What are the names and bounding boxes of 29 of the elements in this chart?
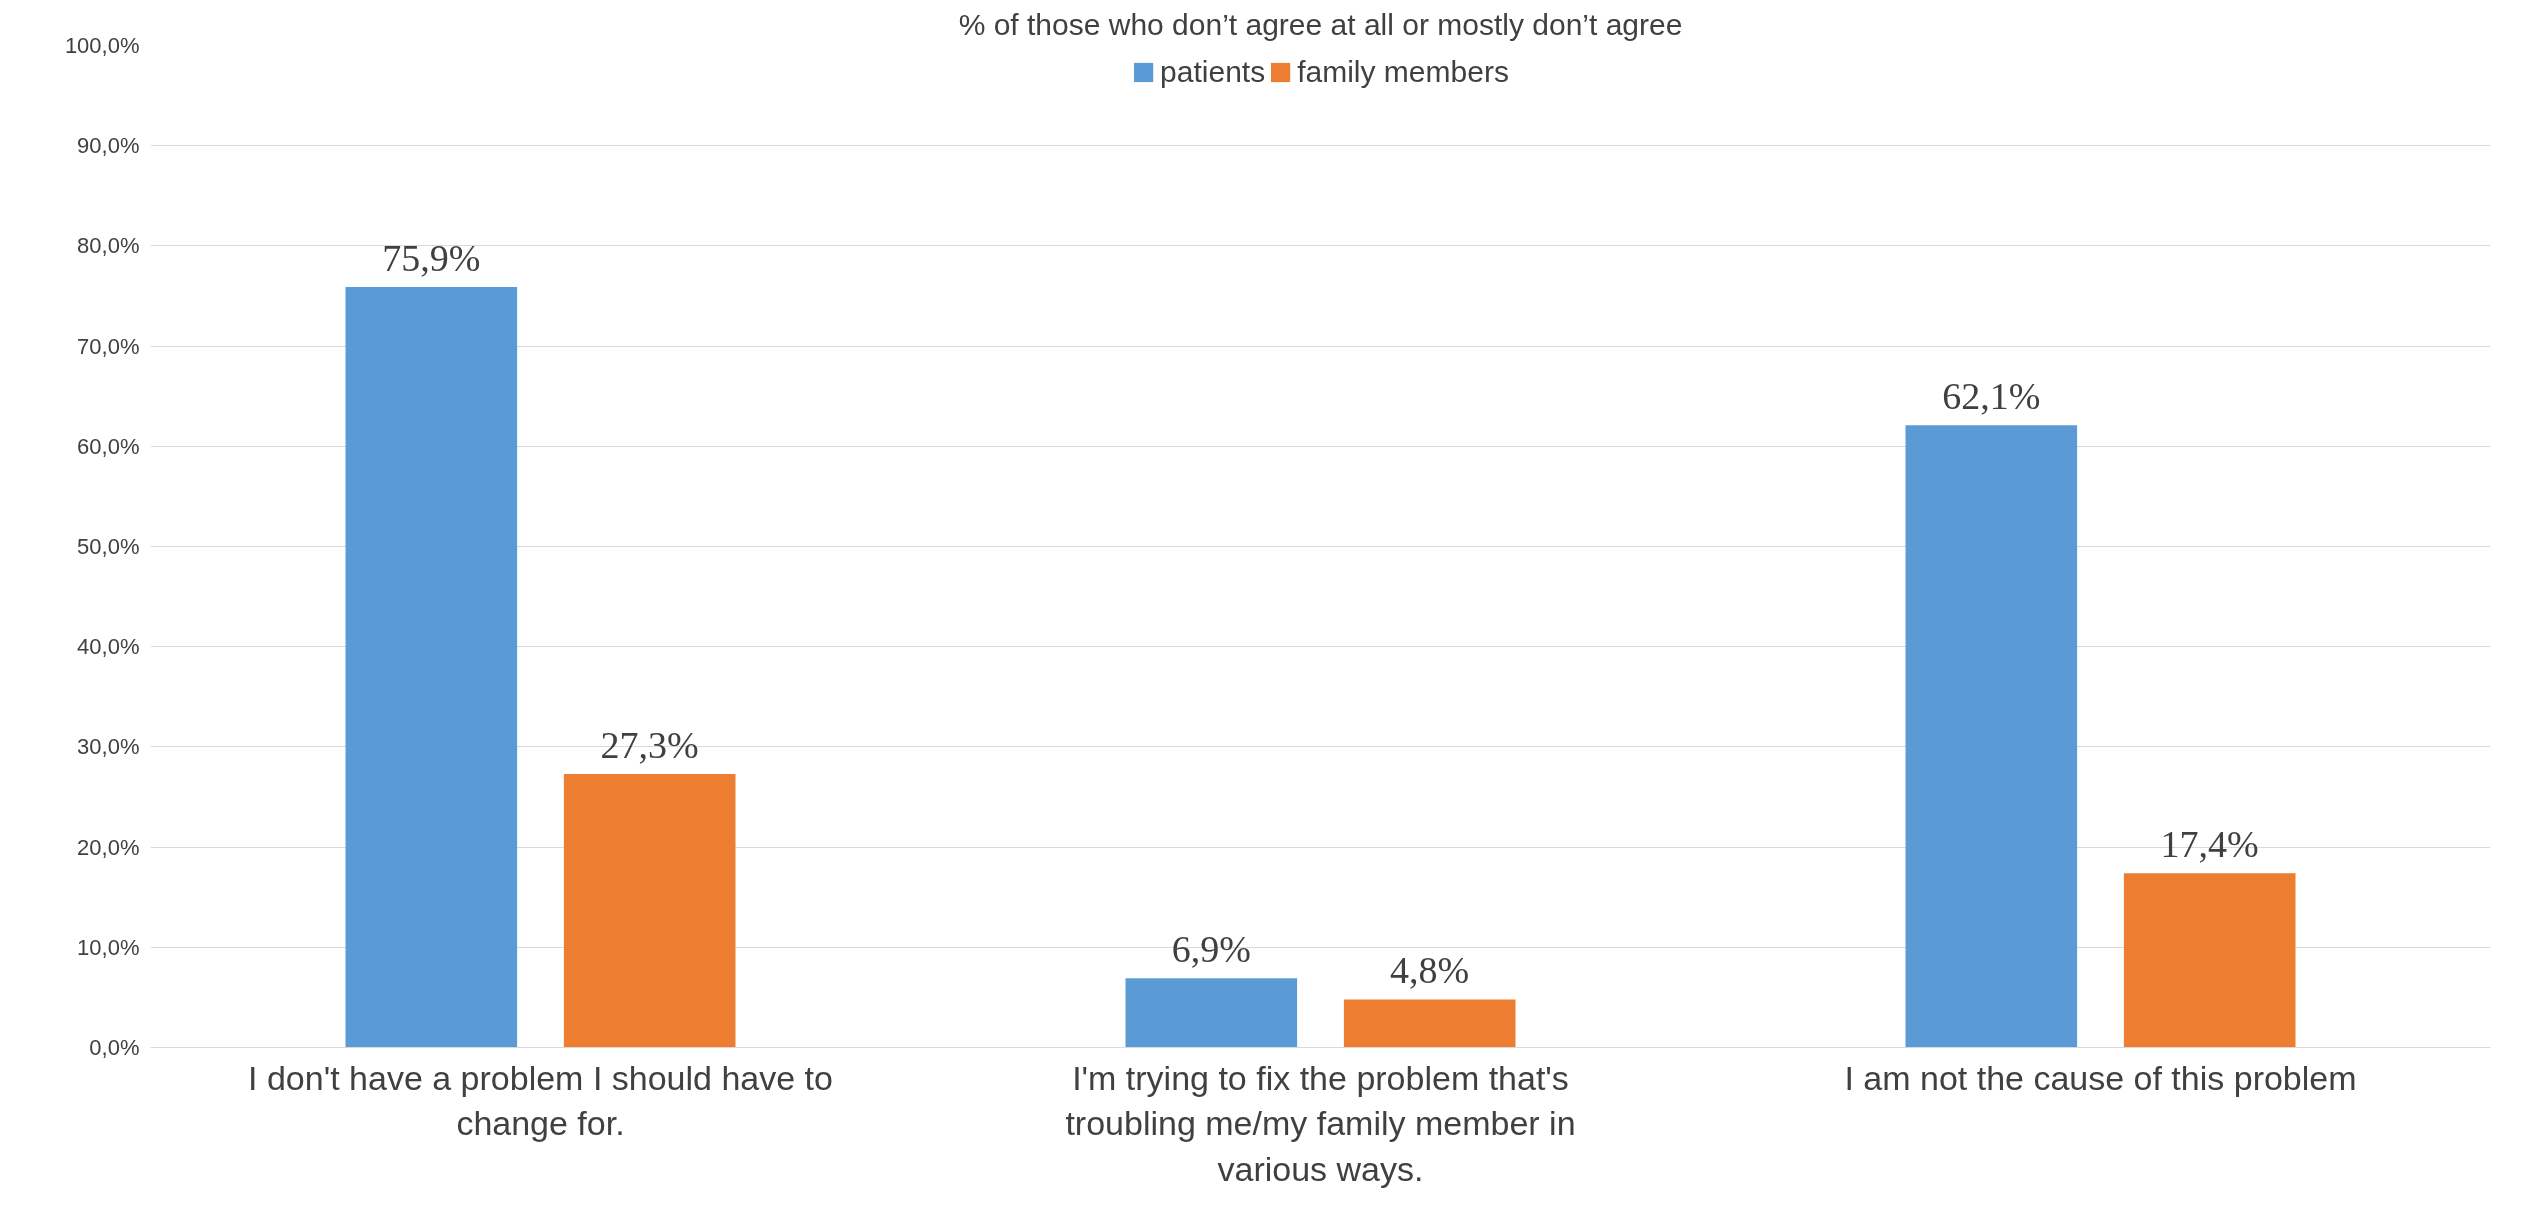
y-tick-label: 80,0%	[77, 233, 140, 259]
bar	[1905, 425, 2078, 1048]
y-tick-label: 100,0%	[64, 33, 140, 58]
y-tick-label: 30,0%	[77, 734, 140, 760]
y-tick-label: 40,0%	[77, 634, 140, 660]
legend-label: family members	[1297, 55, 1509, 89]
data-label: 6,9%	[1171, 928, 1251, 971]
x-tick-label: I don't have a problem I should have to change for.	[248, 1058, 833, 1143]
legend-label: patients	[1160, 55, 1266, 89]
bar	[2123, 873, 2296, 1048]
x-tick-label: I'm trying to fix the problem that's troubling me/my family member in various ways.	[1065, 1058, 1576, 1188]
data-label: 75,9%	[382, 236, 481, 279]
x-tick-label: I am not the cause of this problem	[1844, 1058, 2357, 1097]
bar	[1343, 999, 1516, 1048]
chart-title: % of those who don’t agree at all or mostly don’t agree	[958, 7, 1683, 41]
y-tick-label: 20,0%	[77, 834, 140, 860]
y-tick-label: 60,0%	[77, 433, 140, 459]
bar	[345, 286, 518, 1048]
data-label: 27,3%	[600, 723, 699, 766]
data-label: 4,8%	[1390, 949, 1470, 992]
y-tick-label: 70,0%	[77, 333, 140, 359]
data-label: 62,1%	[1942, 375, 2041, 418]
y-tick-label: 0,0%	[89, 1035, 140, 1060]
bar	[563, 773, 736, 1048]
data-label: 17,4%	[2160, 823, 2259, 866]
bar	[1125, 978, 1298, 1048]
y-tick-label: 90,0%	[77, 133, 140, 159]
y-tick-label: 10,0%	[77, 934, 140, 960]
y-tick-label: 50,0%	[77, 534, 140, 559]
